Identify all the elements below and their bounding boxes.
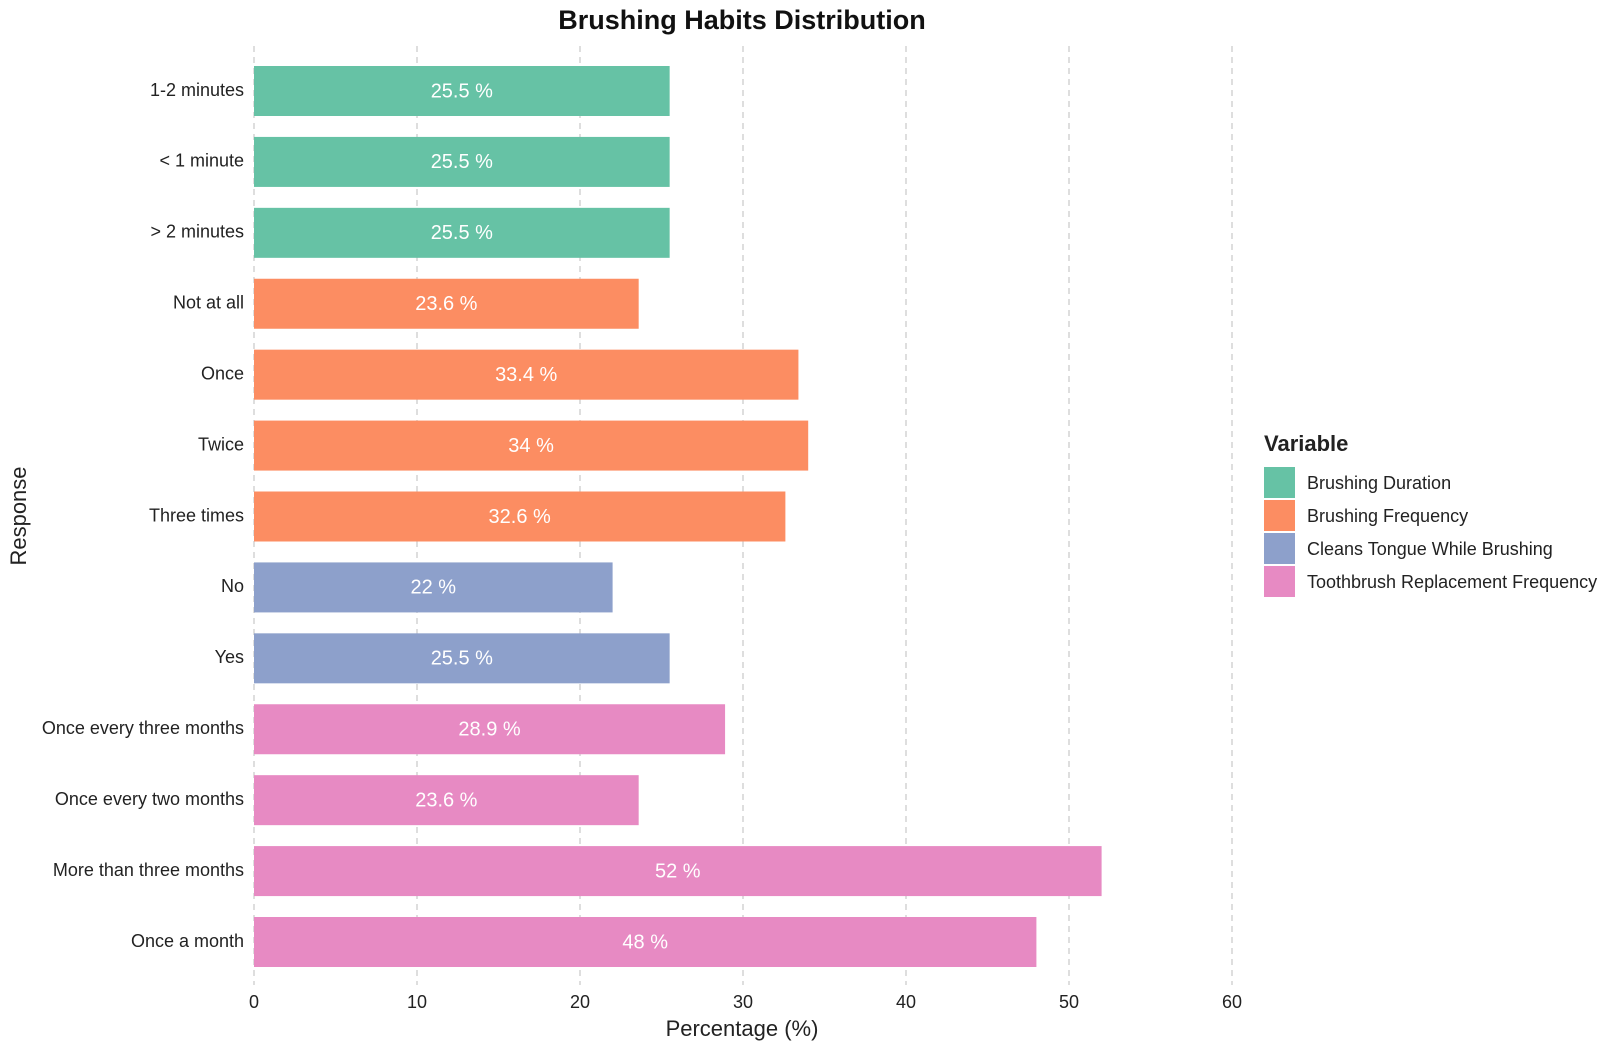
chart-title: Brushing Habits Distribution bbox=[558, 5, 926, 35]
bar bbox=[254, 562, 613, 613]
bar bbox=[254, 420, 809, 471]
y-tick-label: Twice bbox=[198, 434, 244, 454]
legend-key bbox=[1264, 533, 1295, 564]
legend-label: Cleans Tongue While Brushing bbox=[1307, 539, 1553, 559]
x-tick-label: 0 bbox=[249, 992, 259, 1012]
x-tick-label: 30 bbox=[733, 992, 753, 1012]
bar bbox=[254, 278, 639, 329]
value-label: 23.6 % bbox=[415, 293, 477, 315]
bar bbox=[254, 491, 786, 542]
bar bbox=[254, 66, 670, 116]
bar bbox=[254, 917, 1037, 967]
y-tick-label: > 2 minutes bbox=[150, 222, 244, 242]
y-axis-title: Response bbox=[6, 466, 31, 565]
y-tick-label: Once every three months bbox=[42, 718, 244, 738]
value-label: 23.6 % bbox=[415, 789, 477, 811]
legend-key bbox=[1264, 566, 1295, 597]
x-tick-label: 20 bbox=[570, 992, 590, 1012]
y-tick-label: 1-2 minutes bbox=[150, 80, 244, 100]
value-label: 33.4 % bbox=[495, 364, 557, 386]
y-tick-label: Once bbox=[201, 363, 244, 383]
x-tick-label: 60 bbox=[1222, 992, 1242, 1012]
legend-label: Toothbrush Replacement Frequency bbox=[1307, 572, 1597, 592]
y-tick-label: Yes bbox=[215, 647, 244, 667]
y-tick-label: More than three months bbox=[53, 860, 244, 880]
value-label: 25.5 % bbox=[431, 151, 493, 173]
legend-key bbox=[1264, 500, 1295, 531]
y-tick-label: Once a month bbox=[131, 931, 244, 951]
bar bbox=[254, 633, 670, 684]
value-label: 34 % bbox=[508, 435, 554, 457]
value-label: 22 % bbox=[411, 577, 457, 599]
x-tick-label: 50 bbox=[1059, 992, 1079, 1012]
bar bbox=[254, 136, 670, 187]
value-label: 25.5 % bbox=[431, 80, 493, 102]
value-label: 32.6 % bbox=[489, 506, 551, 528]
y-tick-label: Not at all bbox=[173, 293, 244, 313]
bar bbox=[254, 846, 1102, 897]
value-label: 25.5 % bbox=[431, 648, 493, 670]
legend-title: Variable bbox=[1264, 431, 1348, 456]
bar bbox=[254, 775, 639, 826]
bar bbox=[254, 207, 670, 258]
value-label: 28.9 % bbox=[458, 719, 520, 741]
bar bbox=[254, 349, 799, 400]
legend-key bbox=[1264, 467, 1295, 498]
y-tick-label: < 1 minute bbox=[159, 151, 244, 171]
legend-label: Brushing Duration bbox=[1307, 473, 1451, 493]
bar bbox=[254, 704, 726, 755]
x-tick-label: 10 bbox=[407, 992, 427, 1012]
y-tick-label: Three times bbox=[149, 505, 244, 525]
value-label: 25.5 % bbox=[431, 222, 493, 244]
legend-label: Brushing Frequency bbox=[1307, 506, 1468, 526]
y-tick-label: No bbox=[221, 576, 244, 596]
x-axis-title: Percentage (%) bbox=[666, 1016, 819, 1041]
x-tick-label: 40 bbox=[896, 992, 916, 1012]
value-label: 48 % bbox=[622, 931, 668, 953]
value-label: 52 % bbox=[655, 860, 701, 882]
y-tick-label: Once every two months bbox=[55, 789, 244, 809]
